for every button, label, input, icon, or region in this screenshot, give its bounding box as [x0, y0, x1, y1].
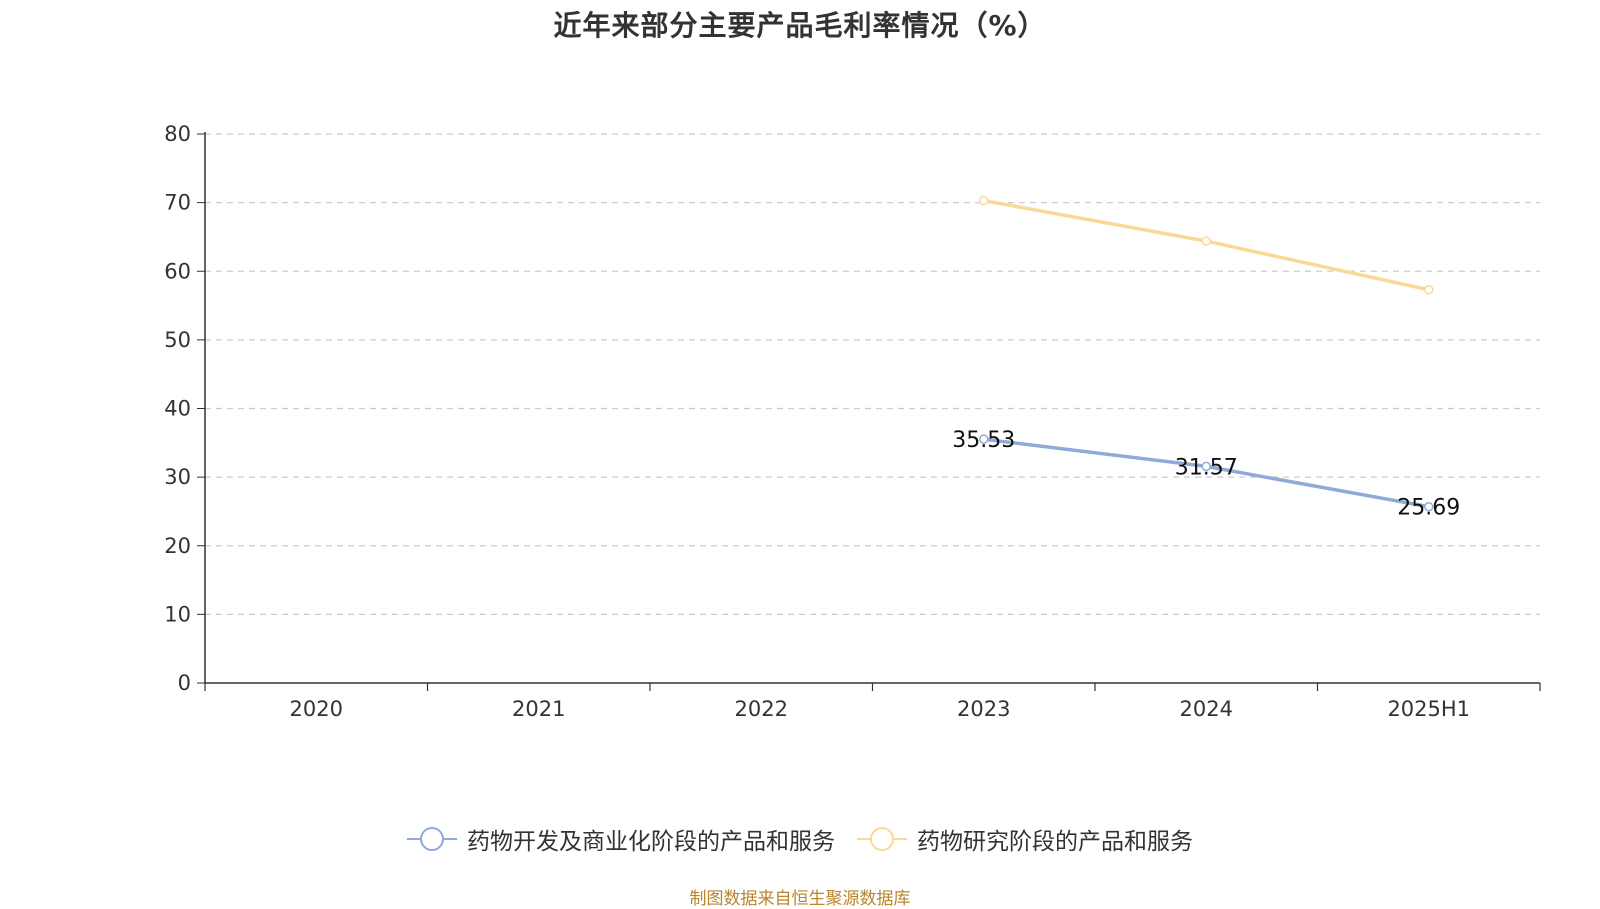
legend-label-series-2: 药物研究阶段的产品和服务 — [917, 829, 1193, 855]
y-tick-label-70: 70 — [164, 191, 191, 215]
data-point-2-2023 — [979, 195, 989, 206]
legend-marker-icon — [407, 827, 457, 851]
y-tick-label-80: 80 — [164, 122, 191, 146]
x-tick-label-2023: 2023 — [957, 697, 1010, 721]
y-tick-label-30: 30 — [164, 465, 191, 489]
x-tick-label-2020: 2020 — [290, 697, 343, 721]
y-tick-label-50: 50 — [164, 328, 191, 352]
x-tick-label-2022: 2022 — [735, 697, 788, 721]
y-tick-label-40: 40 — [164, 397, 191, 421]
chart-title: 近年来部分主要产品毛利率情况（%） — [553, 9, 1047, 42]
data-label-1-2023: 35.53 — [952, 428, 1015, 453]
x-tick-label-2021: 2021 — [512, 697, 565, 721]
legend: 药物开发及商业化阶段的产品和服务 药物研究阶段的产品和服务 — [0, 822, 1600, 856]
data-point-2-2025H1 — [1424, 285, 1434, 295]
data-point-1-2023 — [979, 434, 989, 444]
source-note: 制图数据来自恒生聚源数据库 — [689, 889, 911, 909]
x-tick-label-2025H1: 2025H1 — [1387, 697, 1470, 721]
data-label-1-2024: 31.57 — [1175, 455, 1238, 480]
legend-marker-icon — [857, 827, 907, 851]
data-label-1-2025H1: 25.69 — [1397, 496, 1460, 521]
y-tick-label-0: 0 — [178, 671, 191, 695]
y-tick-label-10: 10 — [164, 602, 191, 626]
legend-item-series-2[interactable]: 药物研究阶段的产品和服务 — [857, 822, 1193, 856]
legend-item-series-1[interactable]: 药物开发及商业化阶段的产品和服务 — [407, 822, 835, 856]
series-layer — [979, 195, 1434, 512]
data-point-2-2024 — [1201, 236, 1211, 246]
data-point-1-2025H1 — [1424, 501, 1434, 512]
y-tick-label-60: 60 — [164, 259, 191, 283]
data-point-1-2024 — [1201, 461, 1211, 472]
x-tick-label-2024: 2024 — [1180, 697, 1233, 721]
y-tick-label-20: 20 — [164, 534, 191, 558]
legend-label-series-1: 药物开发及商业化阶段的产品和服务 — [467, 829, 835, 855]
axes: 0 10 20 30 40 50 60 70 80 2020 2021 2022 2023 2024 202… — [164, 122, 1541, 721]
grid-lines — [205, 133, 1540, 615]
data-labels: 35.53 31.57 25.69 — [952, 428, 1460, 521]
